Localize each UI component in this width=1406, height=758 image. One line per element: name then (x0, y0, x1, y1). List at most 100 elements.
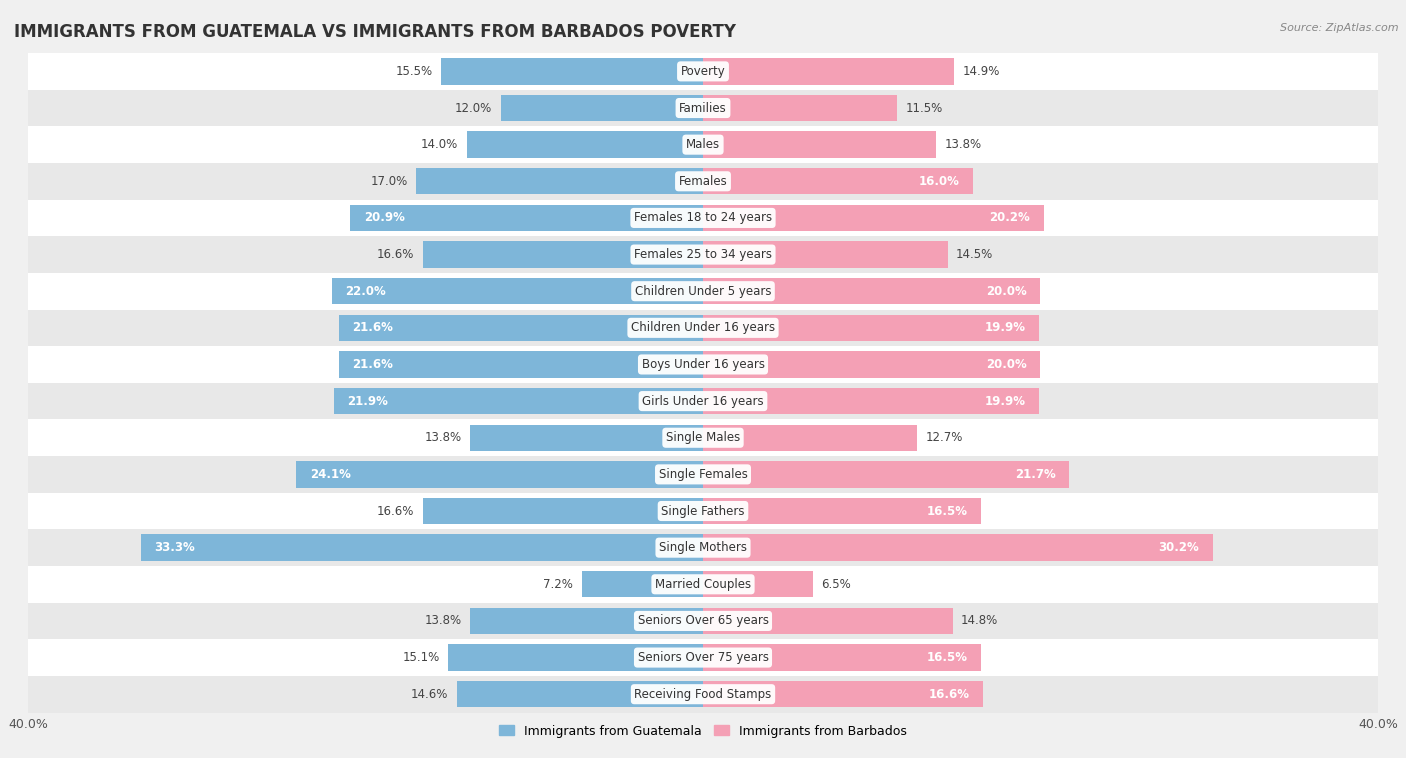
Bar (28, 163, 1378, 199)
Bar (470, 424, 703, 451)
Bar (703, 424, 917, 451)
Text: 22.0%: 22.0% (346, 285, 387, 298)
Text: 16.5%: 16.5% (927, 651, 967, 664)
Bar (457, 681, 703, 707)
Text: 14.9%: 14.9% (963, 65, 1000, 78)
Bar (339, 315, 703, 341)
Text: 19.9%: 19.9% (984, 395, 1025, 408)
Bar (582, 571, 703, 597)
Bar (350, 205, 703, 231)
Text: Males: Males (686, 138, 720, 151)
Text: Girls Under 16 years: Girls Under 16 years (643, 395, 763, 408)
Text: Seniors Over 75 years: Seniors Over 75 years (637, 651, 769, 664)
Bar (28, 199, 1378, 236)
Bar (467, 131, 703, 158)
Text: 17.0%: 17.0% (371, 175, 408, 188)
Bar (28, 566, 1378, 603)
Bar (703, 681, 983, 707)
Text: IMMIGRANTS FROM GUATEMALA VS IMMIGRANTS FROM BARBADOS POVERTY: IMMIGRANTS FROM GUATEMALA VS IMMIGRANTS … (14, 23, 737, 41)
Text: 15.5%: 15.5% (396, 65, 433, 78)
Bar (441, 58, 703, 85)
Text: 33.3%: 33.3% (155, 541, 195, 554)
Bar (703, 315, 1039, 341)
Text: 24.1%: 24.1% (309, 468, 350, 481)
Text: 7.2%: 7.2% (543, 578, 574, 590)
Text: 13.8%: 13.8% (425, 431, 461, 444)
Text: 11.5%: 11.5% (905, 102, 942, 114)
Text: 16.5%: 16.5% (927, 505, 967, 518)
Bar (28, 603, 1378, 639)
Text: Source: ZipAtlas.com: Source: ZipAtlas.com (1281, 23, 1399, 33)
Bar (28, 53, 1378, 89)
Text: 21.7%: 21.7% (1015, 468, 1056, 481)
Text: 14.5%: 14.5% (956, 248, 993, 261)
Text: Females: Females (679, 175, 727, 188)
Bar (703, 351, 1040, 377)
Text: Seniors Over 65 years: Seniors Over 65 years (637, 615, 769, 628)
Text: 16.6%: 16.6% (928, 688, 970, 700)
Text: Receiving Food Stamps: Receiving Food Stamps (634, 688, 772, 700)
Text: 13.8%: 13.8% (425, 615, 461, 628)
Bar (416, 168, 703, 195)
Text: 20.0%: 20.0% (986, 285, 1026, 298)
Text: 6.5%: 6.5% (821, 578, 851, 590)
Text: Poverty: Poverty (681, 65, 725, 78)
Bar (28, 236, 1378, 273)
Bar (28, 676, 1378, 713)
Text: 12.7%: 12.7% (925, 431, 963, 444)
Bar (449, 644, 703, 671)
Text: 13.8%: 13.8% (945, 138, 981, 151)
Bar (423, 498, 703, 525)
Text: Single Mothers: Single Mothers (659, 541, 747, 554)
Bar (28, 529, 1378, 566)
Bar (703, 388, 1039, 415)
Text: 21.6%: 21.6% (352, 321, 392, 334)
Bar (703, 168, 973, 195)
Bar (703, 205, 1043, 231)
Text: Children Under 5 years: Children Under 5 years (634, 285, 772, 298)
Bar (703, 571, 813, 597)
Text: Children Under 16 years: Children Under 16 years (631, 321, 775, 334)
Bar (703, 644, 981, 671)
Text: Single Females: Single Females (658, 468, 748, 481)
Bar (28, 493, 1378, 529)
Text: 19.9%: 19.9% (984, 321, 1025, 334)
Text: 16.6%: 16.6% (377, 505, 415, 518)
Bar (703, 534, 1212, 561)
Bar (470, 608, 703, 634)
Bar (28, 309, 1378, 346)
Bar (28, 127, 1378, 163)
Bar (297, 461, 703, 487)
Text: Females 25 to 34 years: Females 25 to 34 years (634, 248, 772, 261)
Bar (703, 278, 1040, 305)
Text: 21.6%: 21.6% (352, 358, 392, 371)
Bar (703, 461, 1069, 487)
Text: 12.0%: 12.0% (456, 102, 492, 114)
Bar (28, 346, 1378, 383)
Bar (339, 351, 703, 377)
Bar (28, 639, 1378, 676)
Bar (703, 498, 981, 525)
Text: Families: Families (679, 102, 727, 114)
Text: 20.0%: 20.0% (986, 358, 1026, 371)
Bar (28, 89, 1378, 127)
Text: Boys Under 16 years: Boys Under 16 years (641, 358, 765, 371)
Bar (703, 241, 948, 268)
Bar (333, 388, 703, 415)
Text: 16.0%: 16.0% (918, 175, 959, 188)
Text: Married Couples: Married Couples (655, 578, 751, 590)
Bar (332, 278, 703, 305)
Bar (703, 95, 897, 121)
Bar (28, 419, 1378, 456)
Bar (28, 273, 1378, 309)
Text: 16.6%: 16.6% (377, 248, 415, 261)
Text: Single Fathers: Single Fathers (661, 505, 745, 518)
Bar (423, 241, 703, 268)
Bar (28, 456, 1378, 493)
Text: 14.0%: 14.0% (422, 138, 458, 151)
Bar (703, 131, 936, 158)
Text: Females 18 to 24 years: Females 18 to 24 years (634, 211, 772, 224)
Bar (703, 58, 955, 85)
Bar (141, 534, 703, 561)
Text: Single Males: Single Males (666, 431, 740, 444)
